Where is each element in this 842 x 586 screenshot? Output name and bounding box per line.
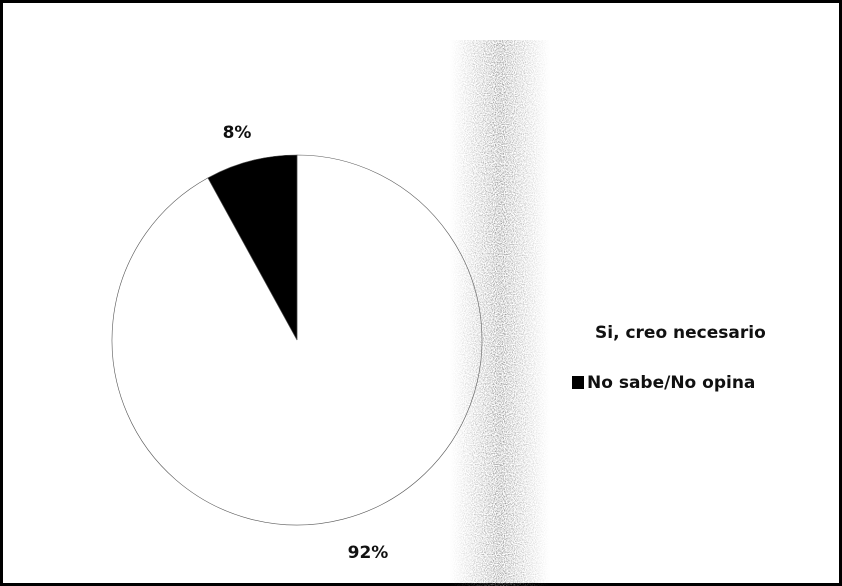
legend-marker <box>572 376 584 389</box>
noise-band <box>450 40 550 586</box>
data-label: 92% <box>348 543 389 563</box>
pie <box>111 154 483 526</box>
legend-label: No sabe/No opina <box>587 373 755 393</box>
labels: 92% 8% Si, creo necesario No sabe/No opina <box>223 123 766 563</box>
legend-marker <box>572 326 584 339</box>
pie-slice <box>207 154 298 341</box>
legend-label: Si, creo necesario <box>595 323 766 343</box>
data-label: 8% <box>223 123 252 143</box>
